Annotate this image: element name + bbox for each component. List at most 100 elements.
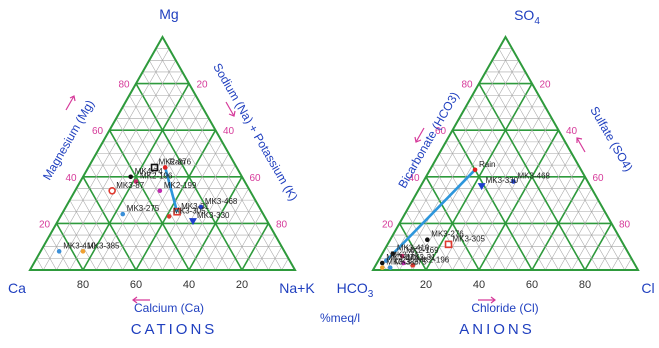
cation-triangle-gridline [135, 83, 243, 271]
cation-triangle-gridline [255, 234, 276, 271]
cation-sample-mk3-468-marker [198, 204, 204, 210]
anion-bottom-axis-label: Chloride (Cl) [471, 301, 538, 315]
cation-triangle-gridline [43, 48, 170, 271]
cation-bottom-axis-label: Calcium (Ca) [134, 301, 204, 315]
cation-triangle-gridline [62, 211, 97, 271]
anion-triangle-gridline [432, 165, 493, 271]
cation-triangle-gridline [76, 188, 123, 271]
anion-sample-rain-label: Rain [479, 160, 495, 169]
cation-triangle-gridline [82, 83, 190, 271]
cation-sample-mk3-410-label: MK3-410 [63, 241, 96, 250]
anion-sample-mk3-385-marker [379, 265, 385, 270]
cation-sample-mk3-31-label: MK3-31 [181, 202, 210, 211]
anion-left-tick: 60 [435, 126, 447, 137]
cation-triangle-gridline [175, 165, 236, 271]
anion-triangle-gridline [518, 165, 579, 271]
anion-sample-mk3-275-marker [387, 265, 393, 270]
cation-triangle-gridline [149, 60, 269, 271]
cation-sample-rain-label: Rain [169, 158, 185, 167]
cation-triangle-gridline [69, 71, 183, 271]
anion-sample-mk3-87-marker [379, 260, 385, 266]
anion-sample-mk3-275-label: MK3-275 [394, 258, 427, 267]
anion-sample-mk3-330-marker [477, 183, 486, 191]
cation-sample-mk3-330-marker [188, 218, 197, 226]
cation-triangle-gridline [109, 106, 203, 271]
cation-right-tick: 20 [196, 80, 208, 91]
cation-sample-mk3-305-label: MK3-305 [173, 206, 206, 215]
anion-triangle-gridline [478, 83, 586, 271]
anion-triangle-gridline [498, 48, 625, 271]
anion-triangle-gridline [624, 258, 632, 271]
anion-sample-mk3-410-marker [390, 251, 396, 256]
cation-sample-mk3-305-marker [166, 214, 172, 219]
cation-left-tick: 80 [118, 80, 130, 91]
anion-triangle-gridline [445, 141, 519, 271]
anion-sample-mk3-74-label: MK3-74 [390, 251, 419, 260]
cation-triangle-gridline [89, 165, 150, 271]
cation-flow-line [163, 167, 179, 213]
anion-right-tick: 60 [592, 173, 604, 184]
cation-sample-rain-marker [162, 165, 168, 170]
cation-right-tick: 60 [249, 173, 261, 184]
cation-triangle-gridline [102, 141, 176, 271]
unit-label: %meq/l [320, 311, 360, 325]
cation-triangle-gridline [155, 48, 282, 271]
cation-triangle-gridline [228, 211, 263, 271]
anion-title: ANIONS [459, 321, 535, 338]
anion-right-tick: 80 [619, 219, 631, 230]
cation-triangle-grid [28, 34, 297, 271]
anion-sample-mk2-196-label: MK2-196 [417, 255, 450, 264]
cation-triangle-gridline [129, 95, 229, 271]
cation-tick-labels: 20 40 60 80 20 40 60 80 80 60 40 20 [39, 80, 288, 291]
cation-bottom-tick: 80 [77, 279, 89, 291]
anion-triangle-grid [371, 34, 640, 271]
cation-right-tick: 40 [223, 126, 235, 137]
cation-bottom-tick: 20 [236, 279, 248, 291]
anion-right-axis-label: Sulfate (SO4) [587, 104, 635, 174]
cation-sample-mk3-275-marker [120, 211, 126, 217]
cation-sample-mk4-74-marker [128, 174, 133, 180]
anion-sample-mk3-87-label: MK3-87 [386, 253, 415, 262]
cation-triangle-gridline [115, 118, 203, 271]
cation-bottom-tick: 40 [183, 279, 195, 291]
cation-triangle-gridline [36, 258, 44, 271]
cation-sample-mk3-385-label: MK3-385 [87, 241, 120, 250]
anion-sample-mk3-31-label: MK3-31 [408, 253, 437, 262]
cation-sample-mk2-276-label: MK2-276 [159, 158, 192, 167]
cation-right-tick: 80 [276, 219, 288, 230]
anion-right-tick: 40 [566, 126, 578, 137]
cation-sample-mk2-196-marker [133, 179, 139, 184]
anion-sample-mk3-305-marker [444, 240, 453, 249]
cation-bottom-tick: 60 [130, 279, 142, 291]
anion-sample-mk3-330-label: MK3-330 [486, 176, 519, 185]
anion-triangle-gridline [392, 234, 413, 271]
anion-bottom-tick: 20 [420, 279, 432, 291]
anion-triangle-gridline [465, 106, 559, 271]
cation-sample-mk2-276-marker [150, 163, 159, 172]
anion-apex-so4: SO4 [514, 7, 540, 27]
anion-sample-mk2-169-marker [399, 253, 405, 259]
anion-triangle-gridline [399, 60, 519, 271]
cation-left-axis-label: Magnesium (Mg) [40, 98, 97, 183]
cation-sample-mk2-199-marker [157, 188, 163, 194]
anion-sample-mk3-468-label: MK3-468 [518, 172, 551, 181]
cation-sample-mk3-87-label: MK3-87 [116, 181, 145, 190]
anion-sample-mk3-468-marker [511, 179, 516, 184]
anion-triangle-gridline [545, 188, 592, 271]
cation-triangle-outline [28, 34, 297, 271]
anion-triangle-gridline [425, 83, 533, 271]
cation-apex-mg: Mg [159, 6, 178, 22]
anion-triangle-gridline [439, 95, 539, 271]
cation-left-tick: 20 [39, 219, 51, 230]
anion-apex-hco3: HCO3 [337, 280, 374, 300]
cation-sample-mk3-31-marker [173, 207, 181, 216]
cation-triangle-gridline [149, 141, 223, 271]
anion-sample-mk3-385-label: MK3-385 [386, 258, 419, 267]
cation-sample-mk2-196-label: MK2-196 [140, 172, 173, 181]
cation-sample-mk3-275-label: MK3-275 [127, 204, 160, 213]
anion-triangle-gridline [485, 71, 599, 271]
anion-left-tick: 20 [382, 219, 394, 230]
cation-apex-na-k: Na+K [279, 280, 315, 296]
